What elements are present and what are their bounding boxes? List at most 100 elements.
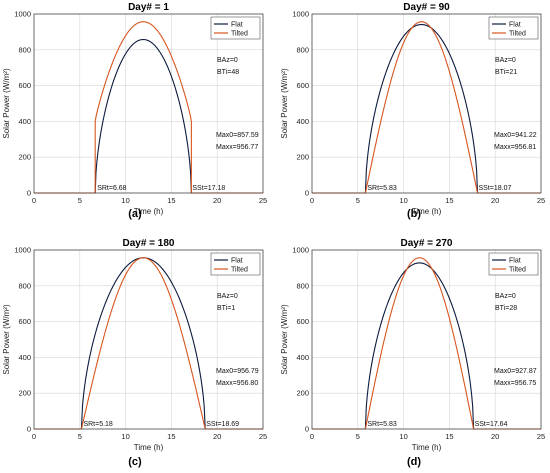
- annotation-sunset: SSt=17.18: [192, 185, 225, 192]
- y-tick-label: 400: [296, 353, 309, 362]
- plot-area: [34, 14, 263, 193]
- annotation-bti: BTi=48: [217, 69, 239, 76]
- x-tick-label: 20: [213, 432, 221, 441]
- subfigure-label: (a): [128, 208, 142, 220]
- x-tick-label: 0: [32, 196, 36, 205]
- x-tick-label: 5: [78, 196, 82, 205]
- plot-area: [312, 14, 541, 193]
- legend-entry-tilted: Tilted: [231, 267, 248, 274]
- subfigure-label: (c): [128, 456, 142, 468]
- chart-title: Day# = 180: [123, 238, 175, 249]
- plot-area: [312, 250, 541, 429]
- x-tick-label: 0: [310, 432, 314, 441]
- axes-box: [33, 13, 264, 194]
- annotation-maxx: Maxx=956.80: [216, 380, 258, 387]
- x-tick-label: 10: [399, 196, 407, 205]
- x-tick-label: 20: [491, 196, 499, 205]
- y-tick-label: 1000: [14, 10, 31, 19]
- x-tick-label: 5: [356, 432, 360, 441]
- axes-box: [311, 13, 542, 194]
- annotation-max0: Max0=927.87: [494, 368, 537, 375]
- x-tick-label: 25: [537, 196, 545, 205]
- legend-entry-tilted: Tilted: [509, 31, 526, 38]
- legend-entry-flat: Flat: [509, 258, 521, 265]
- annotation-sunrise: SRt=5.83: [367, 185, 396, 192]
- annotation-max0: Max0=857.59: [216, 132, 259, 139]
- subfigure-label: (d): [407, 456, 421, 468]
- chart-panel-4: 0 5 10 15 20 25 0 200 400 600 800 1000 Day# = 270 Tim…: [280, 238, 545, 452]
- y-tick-label: 800: [18, 45, 31, 54]
- annotation-sunrise: SRt=5.83: [367, 421, 396, 428]
- series-line-flat: [312, 262, 541, 430]
- y-tick-label: 0: [305, 189, 309, 198]
- y-tick-label: 1000: [14, 246, 31, 255]
- y-tick-label: 200: [18, 153, 31, 162]
- chart-panel-2: 0 5 10 15 20 25 0 200 400 600 800 1000 Day# = 90 Time…: [280, 2, 545, 216]
- annotation-bti: BTi=21: [495, 69, 517, 76]
- x-tick-label: 15: [167, 432, 175, 441]
- annotation-sunrise: SRt=5.18: [83, 421, 112, 428]
- x-tick-label: 15: [167, 196, 175, 205]
- chart-panel-1: 0 5 10 15 20 25 0 200 400 600 800 1000 Day# = 1 Time …: [2, 2, 267, 216]
- legend-entry-tilted: Tilted: [509, 267, 526, 274]
- chart-title: Day# = 1: [128, 2, 169, 13]
- legend-entry-flat: Flat: [231, 258, 243, 265]
- annotation-baz: BAz=0: [217, 57, 238, 64]
- axes-box: [311, 249, 542, 430]
- series-line-tilted: [34, 21, 263, 194]
- y-tick-label: 1000: [292, 246, 309, 255]
- y-tick-label: 400: [18, 353, 31, 362]
- y-axis-label: Solar Power (W/m²): [280, 68, 289, 139]
- x-tick-label: 25: [259, 196, 267, 205]
- annotation-sunset: SSt=18.07: [479, 185, 512, 192]
- annotation-bti: BTi=28: [495, 305, 517, 312]
- annotation-sunset: SSt=18.69: [206, 421, 239, 428]
- annotation-maxx: Maxx=956.75: [494, 380, 536, 387]
- y-tick-label: 800: [18, 281, 31, 290]
- y-tick-label: 400: [296, 117, 309, 126]
- y-tick-label: 600: [18, 81, 31, 90]
- y-axis-label: Solar Power (W/m²): [280, 304, 289, 375]
- legend-entry-tilted: Tilted: [231, 31, 248, 38]
- annotation-bti: BTi=1: [217, 305, 235, 312]
- y-tick-label: 1000: [292, 10, 309, 19]
- subfigure-label: (b): [407, 208, 421, 220]
- annotation-baz: BAz=0: [495, 57, 516, 64]
- x-tick-label: 10: [399, 432, 407, 441]
- x-tick-label: 15: [445, 432, 453, 441]
- y-tick-label: 600: [296, 81, 309, 90]
- y-tick-label: 200: [18, 389, 31, 398]
- series-line-flat: [34, 38, 263, 194]
- x-tick-label: 25: [259, 432, 267, 441]
- x-axis-label: Time (h): [412, 443, 442, 452]
- legend-entry-flat: Flat: [231, 22, 243, 29]
- axes-box: [33, 249, 264, 430]
- series-line-tilted: [312, 257, 541, 430]
- annotation-maxx: Maxx=956.77: [216, 144, 258, 151]
- y-tick-label: 400: [18, 117, 31, 126]
- annotation-baz: BAz=0: [495, 293, 516, 300]
- x-tick-label: 15: [445, 196, 453, 205]
- y-tick-label: 0: [27, 189, 31, 198]
- y-axis-label: Solar Power (W/m²): [2, 68, 11, 139]
- x-tick-label: 10: [121, 432, 129, 441]
- annotation-max0: Max0=941.22: [494, 132, 537, 139]
- x-tick-label: 5: [356, 196, 360, 205]
- x-tick-label: 0: [310, 196, 314, 205]
- x-tick-label: 10: [121, 196, 129, 205]
- x-tick-label: 5: [78, 432, 82, 441]
- chart-title: Day# = 90: [403, 2, 450, 13]
- chart-panel-3: 0 5 10 15 20 25 0 200 400 600 800 1000 Day# = 180 Tim…: [2, 238, 267, 452]
- x-tick-label: 20: [491, 432, 499, 441]
- series-line-flat: [312, 23, 541, 194]
- annotation-sunrise: SRt=6.68: [97, 185, 126, 192]
- annotation-sunset: SSt=17.64: [475, 421, 508, 428]
- annotation-max0: Max0=956.79: [216, 368, 259, 375]
- y-tick-label: 200: [296, 153, 309, 162]
- y-tick-label: 600: [296, 317, 309, 326]
- legend-entry-flat: Flat: [509, 22, 521, 29]
- chart-title: Day# = 270: [401, 238, 453, 249]
- series-line-tilted: [34, 257, 263, 430]
- x-tick-label: 25: [537, 432, 545, 441]
